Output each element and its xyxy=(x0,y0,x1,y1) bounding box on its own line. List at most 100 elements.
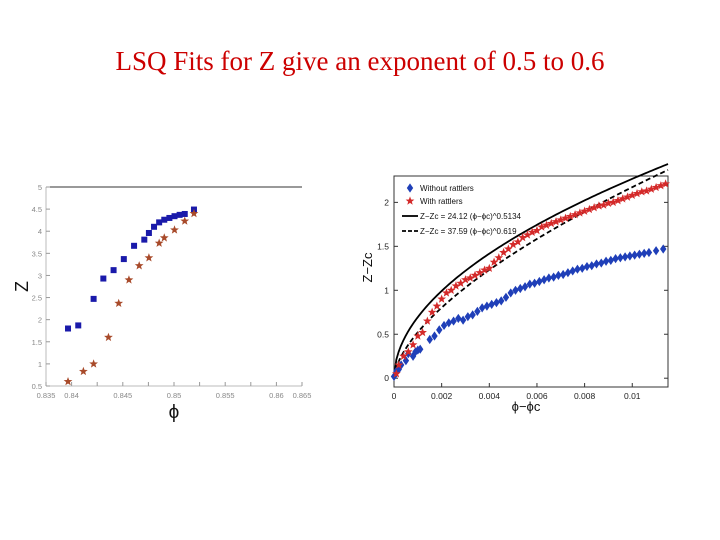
left-stars-point xyxy=(170,225,179,234)
left-stars-point xyxy=(104,332,113,342)
right-diamond-point xyxy=(631,250,638,260)
right-star-point xyxy=(461,275,470,284)
right-star-point xyxy=(489,257,499,266)
right-star-point xyxy=(627,190,637,200)
left-squares-point xyxy=(65,325,72,332)
right-star-point xyxy=(446,285,456,295)
right-ytick-label: 1 xyxy=(384,285,389,295)
left-stars-point xyxy=(89,359,98,368)
right-star-point xyxy=(585,204,594,214)
left-ytick-label: 1 xyxy=(38,360,42,369)
right-xtick-label: 0.002 xyxy=(431,391,453,401)
right-diamond-point xyxy=(559,269,567,280)
right-diamond-point xyxy=(417,344,424,354)
right-diamond-point xyxy=(464,312,472,322)
right-star-point xyxy=(642,186,651,195)
right-star-point xyxy=(403,347,413,356)
left-squares-point xyxy=(131,242,138,249)
right-diamond-point xyxy=(507,288,514,298)
right-star-point xyxy=(451,281,461,290)
right-star-point xyxy=(613,196,623,205)
right-star-point xyxy=(470,270,480,280)
right-star-point xyxy=(604,198,613,207)
right-diamond-point xyxy=(450,316,457,326)
right-diamond-point xyxy=(531,278,538,288)
right-star-point xyxy=(537,222,547,231)
right-star-point xyxy=(422,316,432,325)
right-diamond-point xyxy=(498,296,505,306)
right-star-point xyxy=(527,227,537,236)
right-diamond-point xyxy=(593,259,600,269)
right-star-point xyxy=(418,327,427,337)
right-diamond-point xyxy=(526,279,534,289)
right-diamond-point xyxy=(426,334,433,345)
right-fit-curve xyxy=(393,163,669,379)
right-star-point xyxy=(465,273,475,282)
left-stars-point xyxy=(124,275,134,284)
right-diamond-point xyxy=(478,303,486,313)
right-star-point xyxy=(570,210,580,219)
right-star-point xyxy=(580,206,589,215)
right-star-point xyxy=(427,307,437,316)
right-star-point xyxy=(546,218,556,228)
right-star-point xyxy=(632,188,642,198)
right-diamond-point xyxy=(550,272,557,282)
left-squares-point xyxy=(110,267,117,274)
right-diamond-point xyxy=(626,251,634,261)
right-ytick-label: 1.5 xyxy=(377,241,389,251)
right-diamond-point xyxy=(517,283,524,294)
right-ytick-label: 0 xyxy=(384,373,389,383)
right-star-point xyxy=(518,232,528,242)
right-star-point xyxy=(437,294,447,303)
left-squares-point xyxy=(145,229,152,236)
right-xtick-label: 0.008 xyxy=(574,391,596,401)
right-star-point xyxy=(589,203,599,212)
left-ytick-label: 4 xyxy=(38,227,42,236)
right-star-point xyxy=(575,208,585,217)
legend-entry-without-rattlers: Without rattlers xyxy=(420,184,474,193)
right-diamond-point xyxy=(555,270,562,280)
left-ytick-label: 2 xyxy=(38,316,42,325)
right-star-point xyxy=(618,194,628,203)
right-diamond-point xyxy=(652,246,660,256)
right-star-point xyxy=(608,197,618,207)
right-star-point xyxy=(523,230,532,239)
right-star-point xyxy=(556,215,566,224)
right-star-point xyxy=(594,201,604,210)
right-star-point xyxy=(480,265,489,274)
right-star-point xyxy=(513,237,523,246)
right-diamond-point xyxy=(645,247,653,258)
left-stars-point xyxy=(134,261,144,270)
right-diamond-point xyxy=(469,310,476,320)
right-diamond-point xyxy=(612,254,619,264)
right-diamond-point xyxy=(583,261,591,272)
right-star-point xyxy=(508,239,518,249)
left-stars-point xyxy=(144,253,154,262)
right-star-point xyxy=(651,182,661,192)
right-diamond-point xyxy=(540,275,548,285)
left-squares-point xyxy=(181,210,188,217)
left-ytick-label: 2.5 xyxy=(32,294,42,303)
left-squares-point xyxy=(176,211,183,218)
right-diamond-point xyxy=(574,264,581,274)
left-stars-point xyxy=(180,216,190,225)
right-fit-curve xyxy=(393,169,669,379)
right-diamond-point xyxy=(488,299,495,309)
left-xtick-label: 0.84 xyxy=(64,391,79,400)
right-diamond-point xyxy=(545,273,553,283)
left-stars-point xyxy=(114,298,124,308)
left-ytick-label: 3 xyxy=(38,271,42,280)
right-diamond-point xyxy=(640,248,648,258)
right-star-point xyxy=(565,211,575,221)
right-star-point xyxy=(494,253,504,262)
right-diamond-point xyxy=(440,320,448,331)
right-xtick-label: 0 xyxy=(392,391,397,401)
left-x-axis-label: ϕ xyxy=(169,402,180,423)
legend-entry-fit-dashed: Z−Zc = 37.59 (ϕ−ϕc)^0.619 xyxy=(420,227,517,236)
right-star-point xyxy=(599,200,609,209)
left-ytick-label: 4.5 xyxy=(32,205,42,214)
left-stars-point xyxy=(189,208,199,218)
left-ytick-label: 5 xyxy=(38,183,42,192)
right-ytick-label: 0.5 xyxy=(377,329,389,339)
right-diamond-point xyxy=(512,285,519,295)
